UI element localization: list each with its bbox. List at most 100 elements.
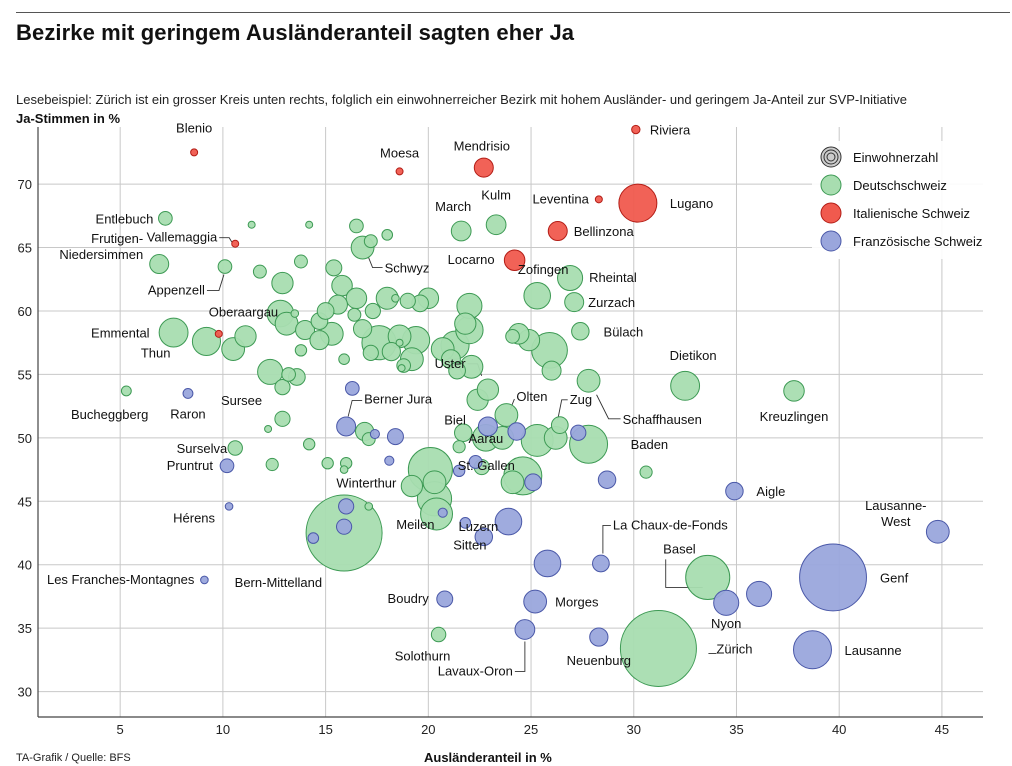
bubble-label-line: Lausanne [844, 643, 901, 658]
bubble-deutsch [274, 410, 291, 427]
bubble-label-line: Baden [631, 437, 669, 452]
bubble-label-line: Leventina [532, 191, 589, 206]
chart-title: Bezirke mit geringem Ausländeranteil sag… [16, 20, 575, 45]
bubble-franz [219, 458, 235, 474]
bubble-deutsch [670, 370, 701, 401]
bubble-deutsch [395, 338, 404, 347]
bubble-label-line: Genf [880, 570, 909, 585]
bubble-label-line: Vallemaggia [147, 230, 218, 245]
label-leader-line [596, 394, 621, 420]
bubble-label-line: Surselva [177, 441, 228, 456]
bubble-deutsch [363, 234, 378, 249]
bubble-deutsch [391, 293, 400, 303]
y-tick-label: 30 [18, 685, 32, 700]
bubble-label-line: Moesa [380, 145, 420, 160]
x-tick-label: 35 [729, 722, 743, 737]
bubble-label-line: Olten [516, 389, 547, 404]
bubble-deutsch [265, 457, 279, 472]
bubble-franz [452, 464, 466, 478]
bubble-label-line: Rheintal [589, 270, 637, 285]
legend-entry-label: Französische Schweiz [853, 234, 982, 249]
bubble-label-line: Lavaux-Oron [438, 663, 513, 678]
bubble-deutsch [191, 326, 222, 356]
bubble-label: Moesa [380, 145, 420, 160]
bubble-franz [369, 428, 380, 440]
bubble-deutsch [422, 470, 447, 495]
y-tick-label: 55 [18, 367, 32, 382]
bubble-franz [307, 532, 320, 544]
y-tick-label: 45 [18, 494, 32, 509]
bubble-label-line: Luzern [458, 519, 498, 534]
bubble-italienisch [190, 148, 199, 157]
bubble-franz [570, 424, 587, 441]
bubble-label-line: Uster [435, 356, 467, 371]
x-axis-label: Ausländeranteil in % [424, 750, 552, 765]
label-leader-line [219, 237, 233, 243]
bubble-label: Aigle [756, 484, 785, 499]
bubble-label: Schaffhausen [623, 412, 702, 427]
bubble-label-line: Basel [663, 541, 696, 556]
bubble-deutsch [541, 360, 562, 381]
bubble-label: Pruntrut [167, 458, 214, 473]
bubble-deutsch [321, 457, 334, 470]
bubble-italienisch [395, 167, 404, 176]
y-tick-label: 60 [18, 304, 32, 319]
bubble-franz [384, 455, 395, 466]
bubble-franz [182, 388, 194, 399]
bubble-deutsch [476, 378, 500, 401]
bubble-label-line: Pruntrut [167, 458, 214, 473]
bubble-franz [507, 422, 526, 441]
bubble-franz [338, 498, 355, 515]
bubble-deutsch [564, 292, 585, 313]
bubble-deutsch [345, 287, 368, 310]
label-leader-line [602, 525, 611, 554]
bubble-label-line: Winterthur [336, 476, 397, 491]
bubble-deutsch [309, 330, 330, 351]
bubble-italienisch [231, 239, 240, 248]
bubble-label: Bucheggberg [71, 407, 148, 422]
bubble-deutsch [234, 325, 257, 348]
bubble-label-line: Berner Jura [364, 391, 433, 406]
bubble-label: Rheintal [589, 270, 637, 285]
bubble-franz [344, 381, 360, 396]
bubble-franz [746, 580, 773, 607]
bubble-label: Zürich [716, 641, 752, 656]
bubble-label: Biel [444, 412, 466, 427]
legend-size-icon-inner [823, 149, 839, 165]
y-tick-label: 70 [18, 177, 32, 192]
bubble-label: Kreuzlingen [760, 409, 829, 424]
bubble-deutsch [571, 322, 590, 341]
legend-entry-label: Deutschschweiz [853, 178, 947, 193]
bubble-franz [436, 590, 454, 608]
axes: 5 10 15 20 25 30 35 40 45 30 35 40 45 50 55 60 65 70 [18, 127, 983, 737]
bubble-deutsch [281, 367, 296, 382]
bubble-label: Neuenburg [567, 653, 631, 668]
bubble-label-line: Frutigen- [91, 231, 143, 246]
bubble-deutsch [399, 292, 416, 309]
bubble-deutsch [364, 502, 374, 511]
bubble-label: Kulm [481, 188, 511, 203]
bubble-label: Solothurn [395, 649, 451, 664]
bubble-label-line: March [435, 199, 471, 214]
bubble-deutsch [271, 271, 294, 295]
bubble-label-line: Lugano [670, 196, 713, 211]
bubble-deutsch [639, 465, 653, 479]
bubble-label: Baden [631, 437, 669, 452]
bubble-label: Morges [555, 595, 599, 610]
bubble-deutsch [550, 416, 569, 435]
bubble-label-line: Zofingen [518, 262, 569, 277]
bubble-italienisch [631, 124, 641, 135]
bubble-deutsch [349, 218, 364, 234]
bubble-label-line: Dietikon [670, 348, 717, 363]
legend-entry-label: Italienische Schweiz [853, 206, 970, 221]
bubble-deutsch [454, 423, 473, 443]
bubble-label-line: Blenio [176, 120, 212, 135]
bubble-label-line: Morges [555, 595, 599, 610]
bubble-label: Sursee [221, 393, 262, 408]
bubble-label: March [435, 199, 471, 214]
bubble-label: Berner Jura [364, 391, 433, 406]
bubble-deutsch [430, 626, 447, 643]
bubble-deutsch [352, 319, 373, 339]
bubble-label-line: Bern-Mittelland [235, 575, 322, 590]
